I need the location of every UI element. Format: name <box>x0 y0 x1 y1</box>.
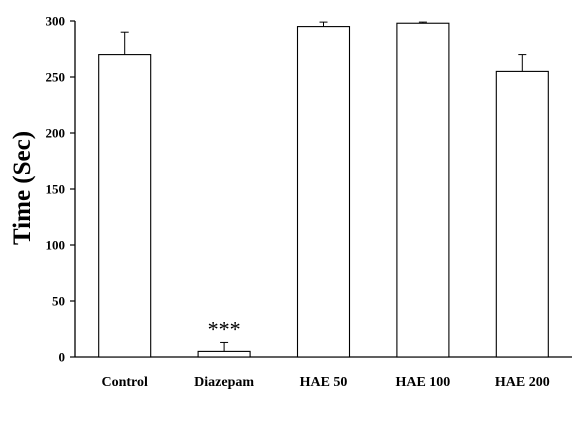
x-label-hae-100: HAE 100 <box>395 375 450 390</box>
annotations-group: *** <box>208 316 241 341</box>
bar-hae-50 <box>296 26 351 358</box>
bar-diazepam <box>197 350 251 358</box>
x-label-diazepam: Diazepam <box>194 375 254 390</box>
bar-hae-100 <box>396 22 450 358</box>
y-tick-label: 50 <box>52 294 65 309</box>
y-axis-title: Time (Sec) <box>9 131 36 245</box>
y-tick-label: 300 <box>46 14 66 29</box>
x-label-hae-50: HAE 50 <box>300 375 348 390</box>
significance-annotation: *** <box>208 316 241 341</box>
x-label-control: Control <box>101 375 148 390</box>
y-tick-label: 200 <box>46 126 66 141</box>
x-labels-group: Control Diazepam HAE 50 HAE 100 HAE 200 <box>101 375 549 390</box>
x-label-hae-200: HAE 200 <box>495 375 550 390</box>
bars-group <box>98 22 549 358</box>
bar-hae-200 <box>495 70 549 358</box>
y-ticks-group: 0 50 100 150 200 250 300 <box>46 14 75 365</box>
bar-control <box>98 54 152 358</box>
y-tick-label: 100 <box>46 238 66 253</box>
y-tick-label: 250 <box>46 70 66 85</box>
y-tick-label: 0 <box>59 350 66 365</box>
error-bars-group <box>120 21 527 352</box>
y-tick-label: 150 <box>46 182 66 197</box>
